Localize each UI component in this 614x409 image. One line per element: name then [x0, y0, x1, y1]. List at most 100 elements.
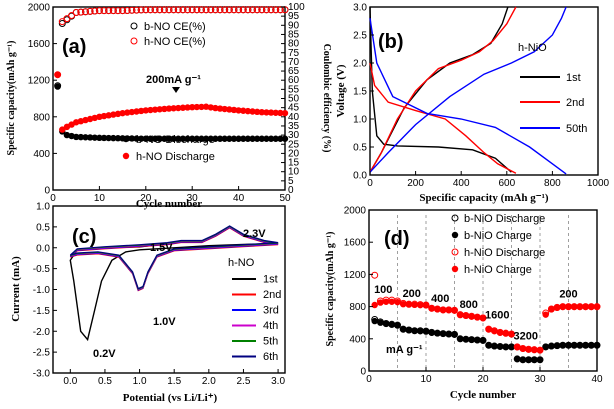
panel-a-y2tick-label: 90 [288, 20, 300, 31]
panel-d-point-hniocharge [588, 303, 595, 311]
panel-d-point-hniocharge [457, 311, 464, 319]
panel-a-point-hnoce [188, 6, 196, 14]
panel-c-peak-0.2V: 0.2V [93, 348, 116, 360]
panel-d-point-hniocharge [422, 302, 430, 309]
panel-a-point-hnodischarge [184, 104, 191, 111]
panel-d-point-bniocharge [508, 343, 515, 351]
panel-b-ytick-label: 0.0 [353, 171, 367, 182]
panel-a-point-hnodischarge [54, 71, 61, 78]
panel-a-xtick-label: 10 [94, 193, 106, 204]
panel-d-point-bniocharge [439, 330, 447, 338]
panel-c-legend-label-2nd: 2nd [263, 289, 281, 301]
panel-d-point-bniocharge [479, 337, 487, 344]
panel-b-xtick-label: 200 [407, 178, 424, 189]
panel-d-point-bniocharge [593, 342, 601, 349]
panel-d-point-hniocharge [439, 307, 447, 314]
panel-d-point-bniocharge [371, 317, 378, 325]
panel-c-xtick-label: 3.0 [271, 376, 285, 387]
panel-c-ytick-label: 1.0 [36, 202, 50, 213]
panel-d-point-hniocharge [553, 304, 561, 312]
panel-d-point-bniocharge [588, 342, 595, 349]
panel-a-y2tick-label: 95 [288, 11, 300, 22]
panel-a-point-bnodischarge [137, 135, 145, 142]
panel-a-point-hnoce [207, 6, 215, 14]
panel-a-point-hnoce [86, 7, 94, 15]
panel-a-point-hnodischarge [165, 105, 173, 112]
panel-d-point-bniocharge [542, 343, 549, 351]
panel-a-point-bnodischarge [230, 135, 238, 142]
panel-a-legend-label: b-NO Discharge [136, 134, 215, 146]
panel-a-point-bnodischarge [249, 135, 256, 142]
panel-d-point-hniocharge [462, 312, 470, 320]
panel-a-point-hnoce [146, 6, 154, 14]
panel-c-ylabel: Current (mA) [10, 256, 22, 322]
panel-a-point-bnodischarge [54, 83, 61, 90]
panel-d-point-hniocharge [428, 305, 435, 312]
panel-a-point-hnoce [253, 6, 261, 14]
panel-d-ylabel: Specific capacity(mAh g⁻¹) [325, 232, 336, 347]
panel-d-point-bniocharge [394, 322, 401, 329]
panel-a-xlabel: Cycle number [136, 198, 202, 210]
panel-a-point-bnodischarge [272, 135, 279, 142]
panel-d-point-bniocharge [531, 356, 538, 364]
panel-a-point-bnodischarge [100, 134, 108, 142]
panel-d-point-bniocharge [536, 356, 544, 364]
panel-a-point-bnodischarge [142, 135, 149, 142]
panel-a-ylabel: Specific capacity(mAh g⁻¹) [6, 41, 17, 156]
panel-a-legend-label: h-NO CE(%) [144, 36, 206, 48]
panel-c-legend-label-6th: 6th [263, 351, 278, 363]
panel-d-label: (d) [384, 228, 410, 250]
panel-d-point-bniocharge [548, 343, 555, 350]
panel-a-point-bnodischarge [212, 135, 219, 142]
panel-c-legend-label-4th: 4th [263, 320, 278, 332]
panel-a-legend-marker [130, 22, 138, 30]
panel-a-point-hnoce [249, 6, 257, 14]
panel-d-point-hniocharge [571, 303, 578, 311]
panel-d-point-hniocharge [417, 301, 424, 309]
panel-c-ytick-label: -0.5 [33, 264, 51, 275]
panel-a-y2tick-label: 5 [288, 176, 294, 187]
panel-b-ytick-label: 2.0 [353, 59, 367, 70]
panel-a-point-hnoce [128, 6, 136, 14]
panel-a-point-hnodischarge [253, 108, 261, 116]
panel-c-ytick-label: 0.5 [36, 222, 50, 233]
panel-d-point-bniocharge [582, 342, 589, 349]
panel-a-y2tick-label: 10 [288, 167, 300, 178]
panel-d-point-hniocharge [382, 298, 390, 305]
panel-a-point-hnoce [272, 6, 280, 14]
panel-c-ytick-label: -1.5 [33, 306, 51, 317]
panel-d-point-bniocharge [571, 342, 578, 349]
panel-b-legend-label-2nd: 2nd [566, 97, 584, 109]
panel-d-point-bniocharge [525, 356, 532, 364]
panel-d-legend-label: b-NiO Charge [464, 230, 532, 242]
panel-a-ytick-label: 0 [44, 186, 50, 197]
panel-d-point-hniocharge [542, 311, 549, 318]
panel-a-point-hnoce [77, 8, 85, 16]
panel-a-point-hnoce [258, 6, 266, 14]
panel-a-point-hnoce [239, 6, 247, 14]
panel-a-point-hnoce [230, 6, 238, 14]
panel-a-point-bnodischarge [147, 135, 154, 142]
panel-d-point-hniocharge [519, 345, 527, 353]
panel-b-title: h-NiO [518, 42, 547, 54]
panel-a-point-hnoce [95, 7, 103, 15]
panel-a-point-bnodischarge [198, 135, 205, 142]
panel-d-point-bniocharge [514, 355, 521, 363]
panel-a-point-hnoce [72, 8, 80, 16]
panel-a-point-hnoce [262, 6, 270, 14]
panel-c-ytick-label: -1.0 [33, 285, 51, 296]
panel-a-point-hnodischarge [175, 104, 182, 112]
panel-a-ytick-label: 1200 [28, 76, 51, 87]
panel-d-ytick-label: 1600 [344, 238, 367, 249]
panel-b-discharge-2nd [369, 62, 517, 174]
panel-a-point-hnoce [202, 6, 210, 14]
panel-b: 0 200 400 600 800 1000 0.0 0.5 1.0 1.5 2.0 2.5 3.0 (… [335, 3, 610, 205]
panel-a-point-hnodischarge [244, 107, 252, 115]
panel-d-point-bniocharge [434, 330, 441, 337]
panel-a-point-hnoce [160, 6, 168, 14]
panel-c-peak-1.0V: 1.0V [153, 316, 176, 328]
panel-d-point-hniocharge [582, 303, 589, 311]
panel-a-point-hnoce [119, 7, 127, 15]
panel-a-y2tick-label: 25 [288, 139, 300, 150]
panel-d-legend-label: b-NiO Discharge [464, 213, 545, 225]
